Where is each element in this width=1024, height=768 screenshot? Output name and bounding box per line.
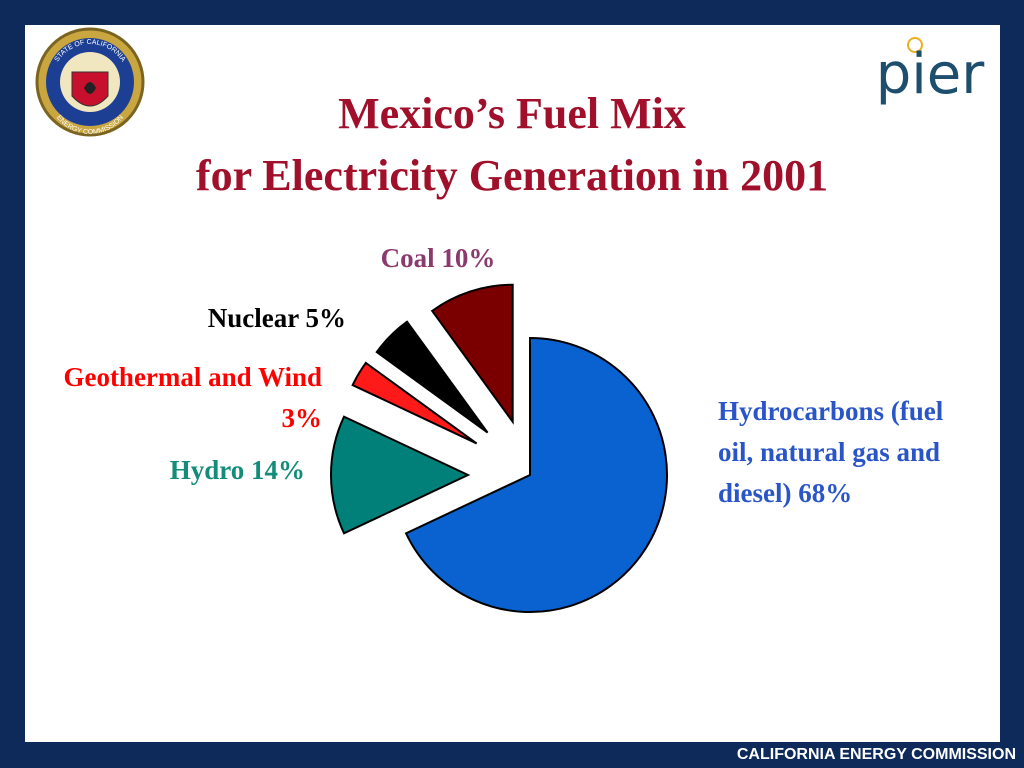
- chart-subtitle: for Electricity Generation in 2001: [195, 151, 829, 200]
- slice-label: Hydro 14%: [100, 450, 305, 491]
- pie-slice: [351, 361, 478, 445]
- category-name: Hydrocarbons (fuel oil, natural gas and …: [718, 396, 944, 508]
- value-label: 5%: [305, 303, 347, 333]
- footer: CALIFORNIA ENERGY COMMISSION: [736, 746, 1016, 763]
- category-name: Coal: [380, 243, 435, 273]
- category-name: Geothermal and Wind: [63, 362, 322, 392]
- slice-label: Nuclear 5%: [100, 298, 346, 339]
- brand-text: pier: [876, 42, 986, 107]
- pie-slice: [330, 415, 471, 535]
- chart-title: Mexico’s Fuel Mix: [338, 89, 686, 138]
- value-label: 68%: [798, 478, 853, 508]
- pie-slice: [375, 320, 489, 434]
- slice-label: Geothermal and Wind 3%: [60, 357, 322, 439]
- category-name: Hydro: [169, 455, 245, 485]
- value-label: 10%: [441, 243, 496, 273]
- seal-logo: STATE OF CALIFORNIA ENERGY COMMISSION: [35, 27, 145, 137]
- value-label: 3%: [281, 403, 323, 433]
- slice-label: Coal 10%: [300, 238, 576, 279]
- category-name: Nuclear: [207, 303, 299, 333]
- slice-label: Hydrocarbons (fuel oil, natural gas and …: [718, 391, 948, 514]
- value-label: 14%: [251, 455, 305, 485]
- pier-logo: pier: [876, 37, 986, 107]
- pie-slice: [404, 336, 668, 613]
- pie-slice: [430, 283, 514, 425]
